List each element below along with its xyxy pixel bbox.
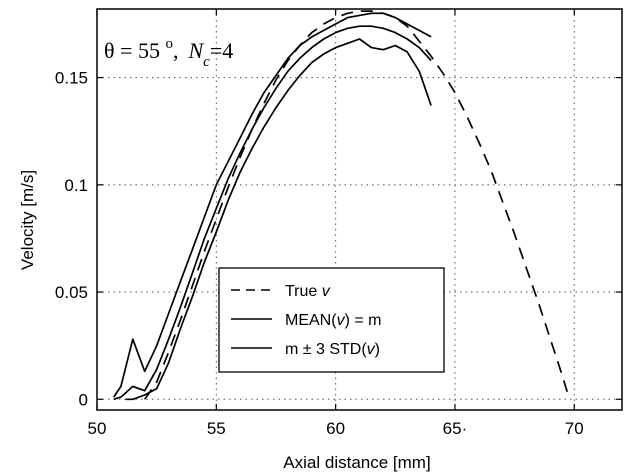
n-symbol: N [187,38,204,63]
n-value: =4 [210,38,233,63]
legend: True v MEAN(v) = m m ± 3 STD(v) [218,267,445,373]
legend-box [218,267,445,373]
mean-line [112,12,432,398]
y-tick-label: 0.1 [64,176,88,195]
x-tick-label: 65· [443,419,468,438]
annotation-comma: , [173,38,179,63]
y-tick-label: 0 [79,390,88,409]
degree-symbol: o [165,36,173,52]
x-tick-label: 60 [326,419,345,438]
y-tick-label: 0.15 [55,69,88,88]
parameter-annotation: θ = 55 o, Nc=4 [104,36,233,70]
n-subscript: c [203,54,210,70]
plot-frame [96,8,623,411]
x-tick-label: 55 [207,419,226,438]
std-lower-line [113,25,432,401]
legend-label-true-v: True v [285,283,331,300]
x-axis-label: Axial distance [mm] [283,453,430,472]
axis-ticks: 50 55 60 65· 70 0 0.05 0.1 0.15 [55,9,622,438]
legend-label-mean: MEAN(v) = m [285,312,381,329]
x-tick-label: 70 [565,419,584,438]
legend-label-std: m ± 3 STD(v) [285,341,380,358]
std-upper-line [125,38,432,401]
angle-value: = 55 [115,38,166,63]
series-lines [112,10,571,401]
y-tick-label: 0.05 [55,283,88,302]
y-axis-label: Velocity [m/s] [18,170,37,270]
x-tick-label: 50 [88,419,107,438]
true-v-line [144,10,571,400]
theta-symbol: θ [104,38,115,63]
